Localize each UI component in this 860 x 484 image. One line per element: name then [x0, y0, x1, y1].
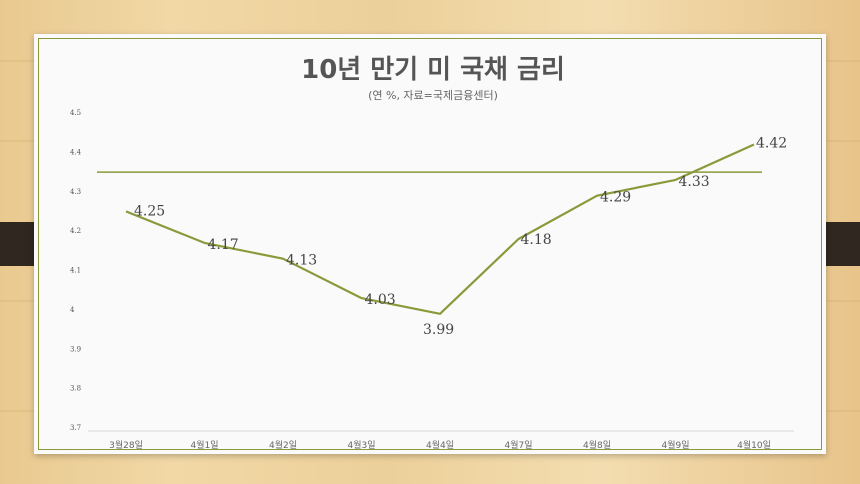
slide — [34, 34, 826, 454]
data-label: 4.33 — [679, 174, 710, 190]
y-axis: 3.7 3.8 3.9 4 4.1 4.2 4.3 4.4 4.5 — [70, 109, 82, 432]
y-tick-label: 3.8 — [70, 385, 81, 393]
y-tick-label: 3.7 — [70, 424, 81, 432]
data-label: 4.18 — [521, 232, 552, 248]
x-tick-label: 4월4일 — [426, 439, 454, 451]
data-label: 4.03 — [365, 292, 396, 308]
x-tick-label: 4월1일 — [190, 439, 218, 451]
data-label: 4.13 — [286, 253, 317, 269]
data-label: 4.25 — [134, 203, 165, 219]
x-tick-label: 4월3일 — [347, 439, 375, 451]
y-tick-label: 3.9 — [70, 345, 81, 353]
data-label: 3.99 — [423, 322, 454, 338]
y-tick-label: 4.3 — [70, 188, 81, 196]
data-label: 4.29 — [600, 190, 631, 206]
y-tick-label: 4.5 — [70, 109, 81, 117]
data-labels: 4.25 4.17 4.13 4.03 3.99 4.18 4.29 4.33 4.42 — [134, 136, 787, 338]
x-tick-label: 4월8일 — [583, 439, 611, 451]
series-line — [125, 143, 755, 315]
slide-border — [38, 38, 822, 450]
chart-title: 10년 만기 미 국채 금리 — [301, 55, 565, 85]
data-label: 4.42 — [756, 136, 787, 152]
x-tick-label: 4월7일 — [504, 439, 532, 451]
data-label: 4.17 — [208, 237, 239, 253]
y-tick-label: 4.2 — [70, 227, 81, 235]
x-tick-label: 4월10일 — [737, 439, 771, 451]
x-tick-label: 4월2일 — [269, 439, 297, 451]
x-tick-label: 3월28일 — [109, 439, 143, 451]
chart-subtitle: (연 %, 자료=국제금융센터) — [368, 89, 498, 102]
y-tick-label: 4.1 — [70, 267, 81, 275]
x-tick-label: 4월9일 — [661, 439, 689, 451]
x-axis: 3월28일 4월1일 4월2일 4월3일 4월4일 4월7일 4월8일 4월9일 4월10일 — [109, 439, 771, 451]
y-tick-label: 4 — [70, 306, 75, 314]
y-tick-label: 4.4 — [70, 148, 82, 156]
